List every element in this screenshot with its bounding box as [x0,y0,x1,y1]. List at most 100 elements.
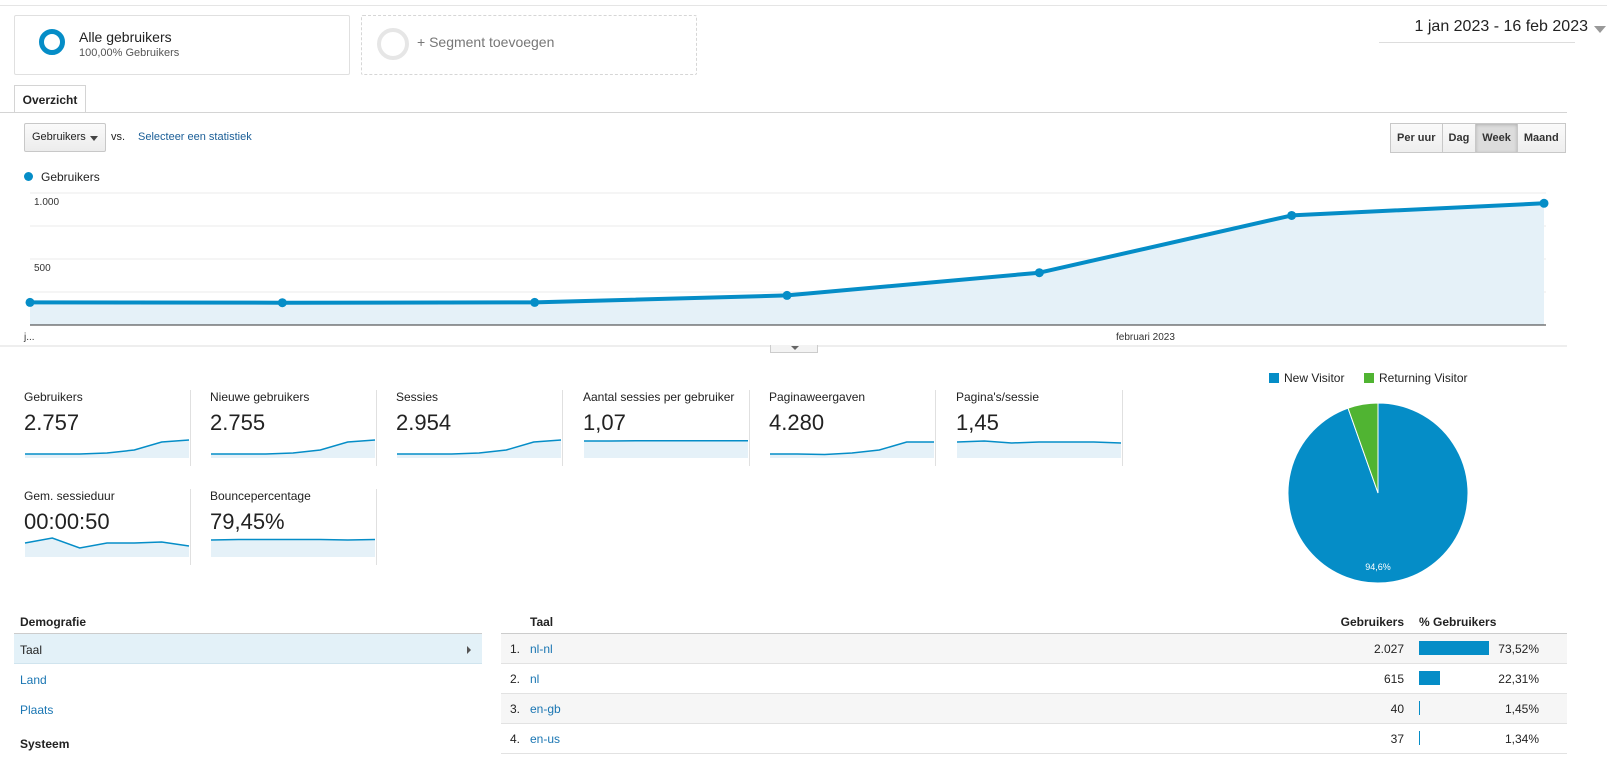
sparkline-area [770,442,934,458]
row-users: 2.027 [1373,642,1404,656]
segment-all-users[interactable]: Alle gebruikers 100,00% Gebruikers [14,15,350,75]
y-tick-label: 500 [34,263,51,274]
scorecard-value: 2.757 [24,410,80,435]
legend-swatch [1364,373,1374,383]
pie-slice-returning-visitor[interactable] [1347,402,1379,494]
legend-dot-icon [24,172,33,181]
row-language-link[interactable]: nl-nl [530,642,553,656]
granularity-dag-button[interactable]: Dag [1441,123,1477,153]
metric-select-label: Gebruikers [32,131,86,143]
vs-label: vs. [111,131,126,143]
tab-overzicht[interactable]: Overzicht [14,85,86,113]
scorecard-label: Pagina's/sessie [956,390,1040,404]
system-heading: Systeem [20,737,70,751]
row-share-bar [1419,731,1420,745]
table-row: 4. en-us 37 1,34% [501,724,1567,754]
row-pct: 1,45% [1504,702,1539,716]
table-row: 1. nl-nl 2.027 73,52% [501,634,1567,664]
granularity-maand-button[interactable]: Maand [1516,123,1566,153]
demographics-item-label: Land [20,673,47,687]
table-row: 2. nl 615 22,31% [501,664,1567,694]
metric-select[interactable]: Gebruikers [24,123,106,152]
scorecard-label: Bouncepercentage [210,489,311,503]
scorecard-value: 00:00:50 [24,509,110,534]
users-line-chart: 1.000 500 j... februari 2023 [0,192,1567,347]
sparkline-line [210,538,376,541]
column-header-taal: Taal [530,615,554,629]
row-language-link[interactable]: nl [530,672,540,686]
sparkline-area [211,539,375,557]
pie-data-label: 94,6% [1365,562,1391,572]
column-header-pct-gebruikers: % Gebruikers [1419,615,1497,629]
sparkline [25,439,190,458]
segment-ring-icon [39,29,65,55]
scorecard-value: 1,45 [956,410,999,435]
row-users: 615 [1383,672,1404,686]
date-range-picker[interactable]: 1 jan 2023 - 16 feb 2023 [1414,18,1588,35]
data-point[interactable] [25,297,35,307]
demographics-heading: Demografie [14,612,482,634]
row-share-bar [1419,641,1489,655]
row-language-link[interactable]: en-us [530,732,561,746]
scorecard-value: 4.280 [769,410,825,435]
row-index: 1. [510,642,521,656]
row-index: 2. [510,672,521,686]
data-point[interactable] [1034,268,1044,278]
scorecard-label: Nieuwe gebruikers [210,390,310,404]
demographics-item-plaats[interactable]: Plaats [14,694,482,723]
y-tick-label: 1.000 [34,197,59,208]
row-index: 3. [510,702,521,716]
table-row: 3. en-gb 40 1,45% [501,694,1567,724]
chevron-down-icon[interactable] [1594,26,1606,33]
row-users: 40 [1390,702,1404,716]
demographics-item-label: Plaats [20,703,54,717]
date-range-underline [1379,42,1575,43]
granularity-per-uur-button[interactable]: Per uur [1390,123,1443,153]
add-segment-button[interactable]: + Segment toevoegen [361,15,697,75]
chart-collapse-handle[interactable] [770,345,818,353]
granularity-buttons: Per uur Dag Week Maand [1390,123,1566,153]
demographics-item-taal[interactable]: Taal [14,634,482,664]
row-pct: 1,34% [1504,732,1539,746]
segment-subtitle: 100,00% Gebruikers [79,47,180,59]
select-stat-link[interactable]: Selecteer een statistiek [138,131,252,143]
sparkline [211,439,376,458]
chevron-down-icon [90,136,98,141]
data-point[interactable] [277,298,287,308]
chart-area [30,203,1544,325]
data-point[interactable] [782,290,792,300]
scorecard-value: 1,07 [583,410,626,435]
scorecard-nieuwe-gebruikers[interactable]: Nieuwe gebruikers 2.755 [200,390,377,466]
sparkline-area [25,538,189,557]
x-tick-label: februari 2023 [1116,332,1175,343]
data-point[interactable] [530,297,540,307]
sparkline [24,537,190,557]
demographics-item-land[interactable]: Land [14,664,482,693]
table-header: Taal Gebruikers % Gebruikers [501,612,1567,634]
row-language-link[interactable]: en-gb [530,702,561,716]
scorecard-gem-sessieduur[interactable]: Gem. sessieduur 00:00:50 [14,489,191,565]
sparkline-line [397,439,562,455]
scorecard-value: 2.755 [210,410,266,435]
scorecard-gebruikers[interactable]: Gebruikers 2.757 [14,390,191,466]
pie-legend-returning-visitor: Returning Visitor [1364,371,1468,385]
granularity-week-button[interactable]: Week [1475,123,1518,153]
x-tick-label: j... [23,332,35,343]
data-point[interactable] [1287,210,1297,220]
row-share-bar [1419,671,1440,685]
sparkline [210,538,376,557]
pie-legend-label: Returning Visitor [1379,371,1468,385]
sparkline-line [24,537,190,549]
scorecard-paginaweergaven[interactable]: Paginaweergaven 4.280 [759,390,936,466]
sparkline-line [25,439,190,455]
sparkline-area [397,440,561,458]
scorecard-bouncepercentage[interactable]: Bouncepercentage 79,45% [200,489,377,565]
scorecard-label: Gebruikers [24,390,83,404]
scorecard-value: 79,45% [210,509,285,534]
sparkline [956,440,1122,458]
scorecard-sessies-per-gebruiker[interactable]: Aantal sessies per gebruiker 1,07 [573,390,750,466]
scorecard-sessies[interactable]: Sessies 2.954 [386,390,563,466]
data-point[interactable] [1539,198,1549,208]
scorecard-paginas-per-sessie[interactable]: Pagina's/sessie 1,45 [946,390,1123,466]
visitor-type-pie-chart: 94,6% [1287,402,1469,584]
